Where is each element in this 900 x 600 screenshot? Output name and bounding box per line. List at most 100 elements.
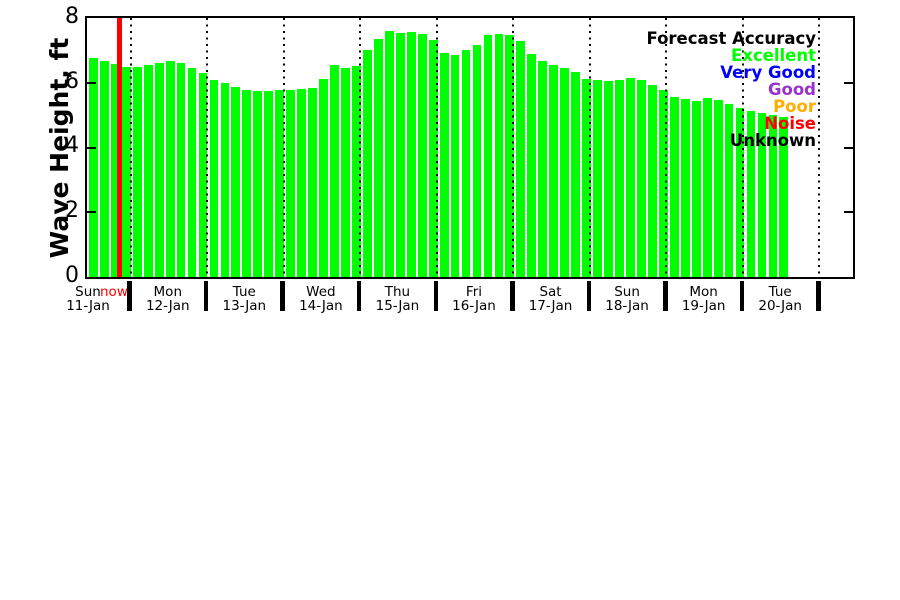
wave-height-bar: [395, 33, 405, 277]
day-name: Sun: [614, 284, 640, 300]
day-name: Tue: [768, 284, 792, 300]
now-marker-line: [117, 18, 122, 277]
wave-height-bar: [198, 72, 208, 277]
day-date: 16-Jan: [452, 298, 496, 314]
wave-height-bar: [483, 35, 493, 277]
x-axis-day-label: Tue 20-Jan: [735, 285, 825, 313]
legend-entry-good: Good: [767, 80, 816, 99]
wave-height-bar: [680, 99, 690, 277]
x-axis-day-label: Mon 12-Jan: [123, 285, 213, 313]
wave-height-bar: [527, 53, 537, 277]
day-boundary-dotted-line: [665, 18, 668, 277]
wave-height-bar: [647, 85, 657, 277]
wave-height-bar: [373, 39, 383, 277]
day-boundary-dotted-line: [282, 18, 285, 277]
day-date: 13-Jan: [222, 298, 267, 314]
y-axis-tick-label: 0: [65, 263, 79, 288]
y-axis-tick-mark: [87, 211, 96, 214]
wave-height-bar: [154, 62, 164, 277]
day-boundary-tick: [510, 281, 515, 311]
wave-height-bar: [593, 80, 602, 277]
day-name: Fri: [465, 284, 483, 300]
wave-height-bar: [89, 58, 98, 277]
day-boundary-dotted-line: [818, 18, 821, 277]
wave-height-bar: [735, 108, 745, 277]
wave-height-bar: [439, 52, 449, 277]
x-axis-day-label: Sun 18-Jan: [582, 285, 672, 313]
wave-height-bar: [505, 35, 515, 277]
wave-height-bar: [132, 66, 142, 277]
wave-height-bar: [121, 66, 131, 277]
wave-height-bar: [461, 50, 471, 277]
wave-height-bar: [516, 41, 526, 277]
wave-height-bar: [110, 63, 120, 277]
day-name: Wed: [306, 284, 336, 300]
wave-height-bar: [560, 67, 570, 277]
wave-height-bar: [450, 54, 460, 277]
day-name: Sun: [75, 284, 101, 300]
wave-height-bar: [231, 86, 241, 277]
wave-height-bar: [297, 89, 307, 277]
x-axis-day-label: Tue 13-Jan: [199, 285, 289, 313]
x-axis-day-label: Fri 16-Jan: [429, 285, 519, 313]
y-axis-tick-mark: [844, 81, 853, 84]
wave-height-bar: [220, 83, 230, 277]
y-axis-tick-label: 4: [65, 133, 79, 159]
wave-height-bar: [604, 80, 613, 277]
legend-entries: Excellent Very Good Good Poor Noise Unknown: [646, 47, 816, 149]
day-date: 18-Jan: [605, 298, 649, 314]
wave-height-bar: [143, 64, 153, 277]
wave-height-bar: [428, 40, 438, 277]
wave-height-bar: [330, 64, 339, 277]
wave-height-bar: [308, 87, 317, 277]
wave-height-bar: [713, 99, 723, 277]
wave-height-bar: [253, 90, 263, 277]
wave-height-bar: [724, 104, 734, 277]
day-date: 12-Jan: [145, 298, 190, 314]
wave-height-bar: [691, 101, 701, 277]
y-axis-tick-label: 6: [65, 68, 79, 94]
wave-height-bar: [264, 90, 274, 277]
day-boundary-dotted-line: [588, 18, 591, 277]
wave-height-bar: [99, 61, 109, 277]
legend-entry-poor: Poor: [773, 97, 816, 116]
day-boundary-tick: [203, 281, 209, 311]
now-marker-label: now: [100, 284, 128, 300]
day-boundary-tick: [280, 281, 285, 311]
wave-height-bar: [768, 115, 778, 277]
day-boundary-dotted-line: [359, 18, 362, 277]
wave-height-bar: [472, 45, 482, 277]
day-date: 17-Jan: [528, 298, 573, 314]
wave-height-bar: [571, 72, 581, 277]
wave-height-bar: [417, 34, 427, 277]
legend-entry-very-good: Very Good: [720, 63, 816, 82]
day-name: Thu: [384, 284, 411, 300]
day-boundary-dotted-line: [206, 18, 209, 277]
day-boundary-dotted-line: [512, 18, 515, 277]
x-axis-day-label: Sat 17-Jan: [506, 285, 596, 313]
day-boundary-dotted-line: [741, 18, 744, 277]
wave-height-bar: [757, 113, 767, 277]
wave-height-bar: [658, 90, 668, 277]
day-name: Mon: [689, 284, 718, 300]
wave-height-bar: [286, 89, 296, 277]
wave-height-bar: [779, 116, 789, 277]
day-date: 15-Jan: [375, 298, 420, 314]
legend-entry-noise: Noise: [764, 114, 816, 133]
wave-height-bar: [275, 90, 285, 277]
day-boundary-tick: [663, 281, 668, 311]
day-boundary-tick: [127, 281, 132, 311]
day-name: Sat: [539, 284, 562, 300]
x-axis-day-label: Thu 15-Jan: [352, 285, 442, 313]
wave-height-bar: [494, 33, 504, 277]
day-date: 14-Jan: [299, 298, 343, 314]
wave-height-bar: [406, 31, 416, 277]
wave-height-bar: [384, 30, 394, 277]
y-axis-tick-mark: [844, 146, 853, 149]
day-date: 20-Jan: [758, 298, 802, 314]
legend-entry-excellent: Excellent: [730, 46, 816, 65]
wave-height-bar: [637, 80, 646, 277]
y-axis-tick-mark: [87, 146, 96, 149]
y-axis-tick-mark: [87, 81, 96, 84]
